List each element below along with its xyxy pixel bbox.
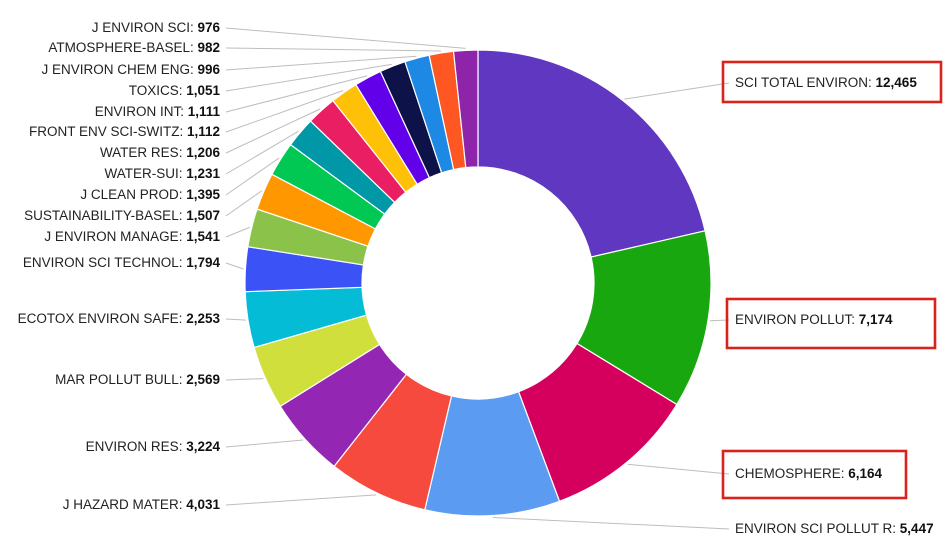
leader-sci-total-environ [624,82,730,100]
label-environ-pollut: ENVIRON POLLUT: 7,174 [735,312,893,327]
label-ecotox-environ-safe: ECOTOX ENVIRON SAFE: 2,253 [18,311,221,326]
label-chemosphere: CHEMOSPHERE: 6,164 [735,466,883,481]
slice-sci-total-environ[interactable] [477,49,706,258]
label-j-hazard-mater: J HAZARD MATER: 4,031 [63,497,221,512]
highlight-box-chemosphere [721,449,908,500]
leader-water-sui [225,130,299,175]
label-toxics: TOXICS: 1,051 [129,83,221,98]
label-sustainability-basel: SUSTAINABILITY-BASEL: 1,507 [24,208,220,223]
leader-ecotox-environ-safe [225,318,246,321]
highlight-box-sci-total-environ [721,60,943,104]
label-water-sui: WATER-SUI: 1,231 [104,166,220,181]
label-j-environ-chem-eng: J ENVIRON CHEM ENG: 996 [41,62,220,77]
label-j-clean-prod: J CLEAN PROD: 1,395 [80,187,220,202]
leader-sustainability-basel [225,190,263,217]
label-atmosphere-basel: ATMOSPHERE-BASEL: 982 [48,40,220,55]
label-mar-pollut-bull: MAR POLLUT BULL: 2,569 [55,372,220,387]
label-sci-total-environ: SCI TOTAL ENVIRON: 12,465 [735,75,917,90]
label-environ-int: ENVIRON INT: 1,111 [95,104,221,119]
leader-environ-sci-technol [225,262,244,270]
label-water-res: WATER RES: 1,206 [100,145,221,160]
leader-water-res [225,108,321,154]
leader-toxics [225,63,392,92]
label-front-env-sci-switz: FRONT ENV SCI-SWITZ: 1,112 [29,124,220,139]
donut-slices [244,49,712,517]
leader-front-env-sci-switz [225,90,344,133]
leader-environ-sci-pollut-r [492,517,730,530]
leader-j-environ-manage [225,226,250,238]
leader-environ-res [225,439,304,448]
label-j-environ-manage: J ENVIRON MANAGE: 1,541 [44,229,220,244]
leader-mar-pollut-bull [225,378,264,381]
leader-j-hazard-mater [225,494,377,506]
label-environ-sci-pollut-r: ENVIRON SCI POLLUT R: 5,447 [735,521,934,536]
leader-chemosphere [627,463,730,475]
slice-j-environ-sci[interactable] [452,49,479,169]
leader-environ-int [225,75,368,113]
label-environ-sci-technol: ENVIRON SCI TECHNOL: 1,794 [23,255,221,270]
leader-j-clean-prod [225,157,280,196]
leader-j-environ-chem-eng [225,55,417,71]
highlight-box-environ-pollut [725,297,937,350]
leader-lines [225,27,730,530]
leader-j-environ-sci [225,27,466,49]
label-j-environ-sci: J ENVIRON SCI: 976 [92,20,221,35]
label-environ-res: ENVIRON RES: 3,224 [86,439,221,454]
slice-labels: SCI TOTAL ENVIRON: 12,465 ENVIRON POLLUT:… [18,20,943,536]
leader-atmosphere-basel [225,47,441,52]
